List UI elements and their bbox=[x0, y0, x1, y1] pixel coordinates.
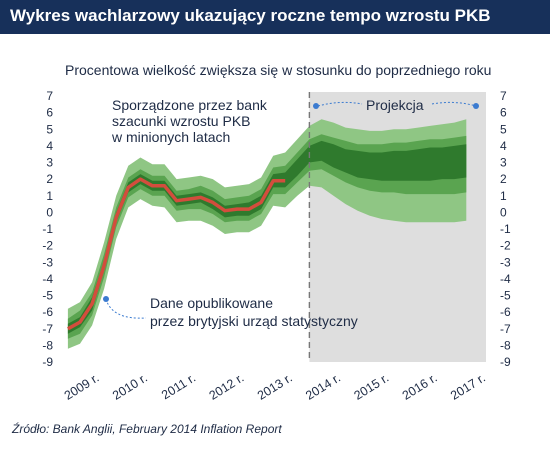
y-tick-label-left: 6 bbox=[46, 106, 53, 120]
x-tick-label: 2017 r. bbox=[448, 371, 488, 403]
y-tick-label-left: -7 bbox=[42, 322, 53, 336]
y-tick-label-right: -7 bbox=[500, 322, 511, 336]
x-tick-label: 2011 r. bbox=[159, 371, 198, 403]
projection-leader-left bbox=[317, 101, 363, 107]
annotation-published-line: przez brytyjski urząd statystyczny bbox=[150, 313, 358, 329]
published-dot bbox=[103, 296, 109, 302]
y-tick-label-left: -5 bbox=[42, 289, 53, 303]
y-tick-label-left: 1 bbox=[46, 189, 53, 203]
annotation-estimates-line: Sporządzone przez bank bbox=[112, 97, 268, 113]
y-tick-label-right: -9 bbox=[500, 355, 511, 369]
y-tick-label-left: -3 bbox=[42, 255, 53, 269]
y-tick-label-left: 0 bbox=[46, 205, 53, 219]
chart-subtitle: Procentowa wielkość zwiększa się w stosu… bbox=[65, 62, 491, 78]
x-tick-label: 2016 r. bbox=[400, 371, 440, 403]
y-tick-label-right: 7 bbox=[500, 89, 507, 103]
y-tick-label-left: -9 bbox=[42, 355, 53, 369]
chart-title: Wykres wachlarzowy ukazujący roczne temp… bbox=[10, 6, 491, 25]
y-tick-label-right: 2 bbox=[500, 172, 507, 186]
y-tick-label-right: -8 bbox=[500, 338, 511, 352]
central-estimate-line bbox=[67, 177, 286, 331]
y-tick-label-left: 2 bbox=[46, 172, 53, 186]
annotation-published: Dane opublikowane przez brytyjski urząd s… bbox=[150, 295, 358, 329]
projection-dot-left bbox=[313, 103, 319, 109]
x-tick-label: 2010 r. bbox=[110, 371, 150, 403]
published-leader bbox=[105, 298, 147, 319]
y-tick-label-right: -1 bbox=[500, 222, 511, 236]
y-tick-label-left: -8 bbox=[42, 338, 53, 352]
projection-leader-right bbox=[431, 101, 477, 107]
annotation-published-line: Dane opublikowane bbox=[150, 295, 273, 311]
y-tick-label-left: 5 bbox=[46, 122, 53, 136]
y-tick-label-right: 3 bbox=[500, 156, 507, 170]
x-tick-label: 2013 r. bbox=[255, 371, 295, 403]
annotation-estimates: Sporządzone przez bank szacunki wzrostu P… bbox=[111, 97, 268, 145]
y-tick-label-right: 6 bbox=[500, 106, 507, 120]
y-tick-label-right: -5 bbox=[500, 289, 511, 303]
y-tick-label-left: 7 bbox=[46, 89, 53, 103]
x-tick-label: 2014 r. bbox=[303, 371, 343, 403]
y-tick-label-right: 5 bbox=[500, 122, 507, 136]
y-tick-label-left: -4 bbox=[42, 272, 53, 286]
x-tick-label: 2009 r. bbox=[62, 371, 102, 403]
y-tick-label-left: -1 bbox=[42, 222, 53, 236]
y-tick-label-left: 3 bbox=[46, 156, 53, 170]
y-tick-label-right: -6 bbox=[500, 305, 511, 319]
y-tick-label-left: 4 bbox=[46, 139, 53, 153]
annotation-estimates-line: szacunki wzrostu PKB bbox=[112, 113, 251, 129]
annotation-projection: Projekcja bbox=[366, 97, 424, 113]
y-tick-label-right: 0 bbox=[500, 205, 507, 219]
y-tick-label-right: 1 bbox=[500, 189, 507, 203]
source-note: Źródło: Bank Anglii, February 2014 Infla… bbox=[12, 422, 282, 436]
x-tick-label: 2012 r. bbox=[207, 371, 247, 403]
projection-dot-right bbox=[473, 103, 479, 109]
y-tick-label-right: -2 bbox=[500, 239, 511, 253]
y-tick-label-right: -3 bbox=[500, 255, 511, 269]
title-bar: Wykres wachlarzowy ukazujący roczne temp… bbox=[0, 0, 550, 34]
x-tick-label: 2015 r. bbox=[352, 371, 392, 403]
y-tick-label-right: 4 bbox=[500, 139, 507, 153]
y-tick-label-right: -4 bbox=[500, 272, 511, 286]
y-tick-label-left: -2 bbox=[42, 239, 53, 253]
y-tick-label-left: -6 bbox=[42, 305, 53, 319]
annotation-estimates-line: w minionych latach bbox=[111, 129, 230, 145]
